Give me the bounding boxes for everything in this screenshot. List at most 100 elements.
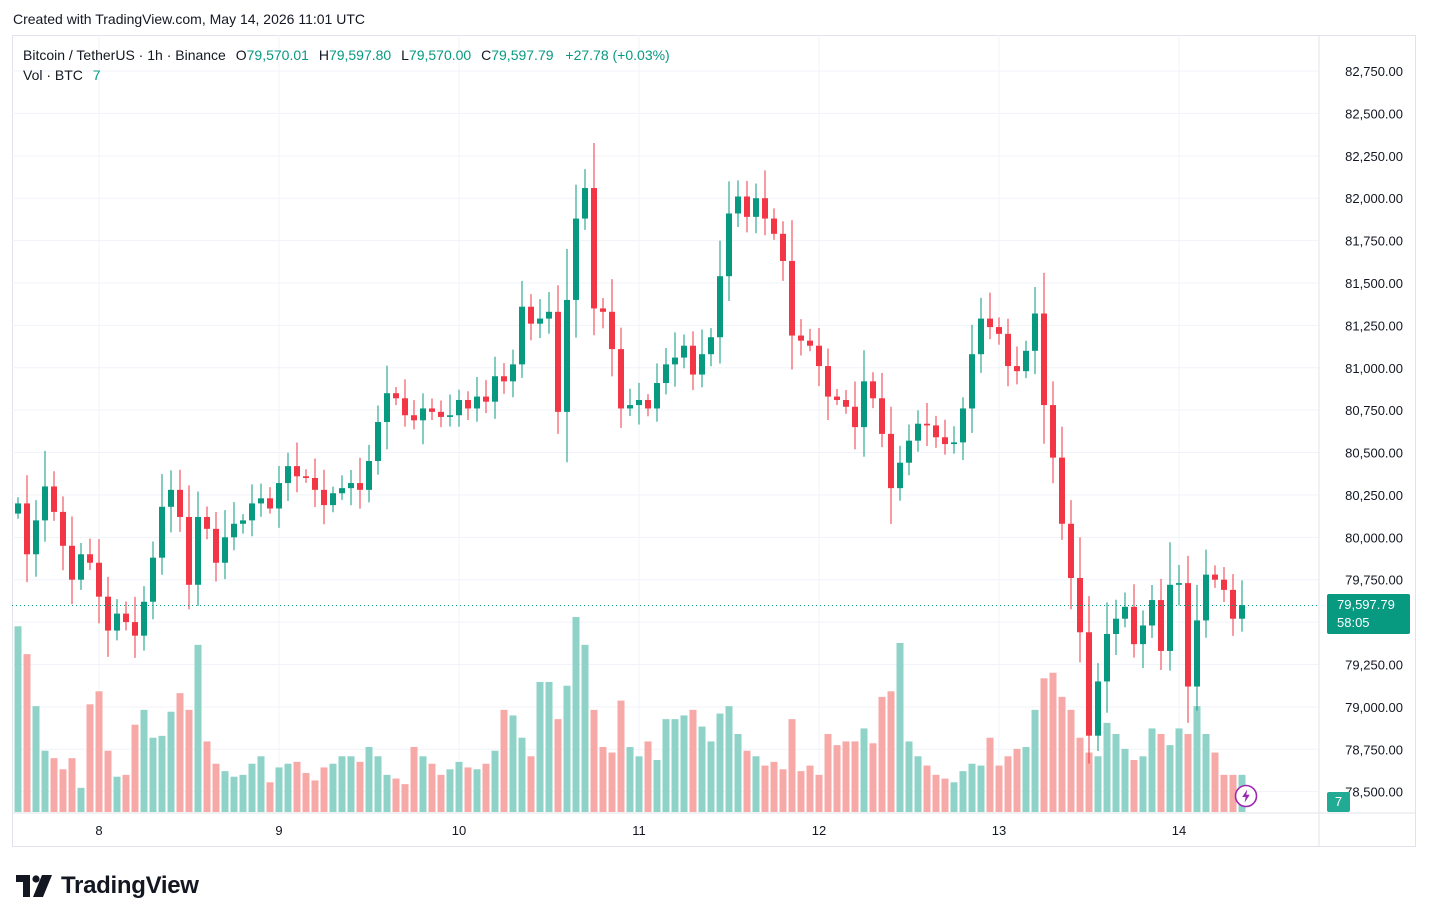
price-tick-label: 81,750.00: [1345, 234, 1403, 249]
price-tick-label: 82,500.00: [1345, 106, 1403, 121]
candle-body: [951, 442, 957, 445]
volume-bar: [329, 763, 337, 812]
volume-bar: [419, 756, 427, 812]
volume-bar: [1004, 756, 1012, 812]
volume-bar: [437, 774, 445, 812]
volume-bar: [734, 734, 742, 812]
candle-body: [762, 198, 768, 219]
candle-body: [816, 345, 822, 367]
candle-body: [1239, 605, 1245, 619]
volume-bar: [725, 706, 733, 812]
volume-bar: [527, 756, 535, 812]
volume-bar: [1175, 728, 1183, 812]
volume-bar: [275, 767, 283, 812]
volume-bar: [41, 750, 49, 812]
candle-body: [384, 393, 390, 423]
candle-body: [357, 483, 363, 490]
volume-bar: [815, 774, 823, 812]
candle-body: [438, 411, 444, 417]
volume-bar: [131, 724, 139, 812]
candle-body: [51, 486, 57, 512]
symbol-title[interactable]: Bitcoin / TetherUS · 1h · Binance: [23, 47, 226, 63]
candle-body: [996, 327, 1002, 334]
candle-body: [141, 601, 147, 636]
candle-body: [1014, 366, 1020, 372]
open-value: 79,570.01: [246, 47, 309, 63]
close-value: 79,597.79: [491, 47, 554, 63]
candle-body: [402, 398, 408, 416]
volume-bar: [392, 778, 400, 812]
volume-bar: [509, 715, 517, 812]
volume-bar: [806, 765, 814, 812]
volume-bar: [1067, 709, 1075, 812]
candle-body: [69, 545, 75, 580]
price-chart[interactable]: 82,750.00 82,500.00 82,250.00 82,000.00 81,7…: [12, 35, 1416, 847]
volume-bar: [536, 682, 544, 812]
volume-bar: [941, 778, 949, 812]
candle-body: [771, 218, 777, 234]
volume-bar: [599, 747, 607, 812]
volume-value: 7: [92, 67, 101, 83]
volume-bar: [212, 763, 220, 812]
candle-body: [150, 557, 156, 602]
volume-bar: [257, 756, 265, 812]
volume-bar: [248, 763, 256, 812]
volume-bar: [626, 747, 634, 812]
volume-bar: [671, 719, 679, 812]
chart-frame: [12, 35, 1416, 847]
volume-bar: [689, 709, 697, 812]
volume-bar: [284, 763, 292, 812]
volume-bar: [1049, 672, 1057, 812]
price-tick-label: 81,000.00: [1345, 361, 1403, 376]
price-tick-label: 79,000.00: [1345, 700, 1403, 715]
volume-bar: [914, 756, 922, 812]
candle-body: [1176, 583, 1182, 585]
volume-bar: [68, 758, 76, 812]
volume-bar: [14, 626, 22, 812]
volume-bar: [986, 737, 994, 812]
candle-body: [735, 196, 741, 214]
change-value: +27.78 (+0.03%): [565, 47, 670, 63]
candle-body: [123, 613, 129, 623]
candle-body: [240, 520, 246, 524]
volume-bar: [905, 741, 913, 812]
price-axis: 82,750.00 82,500.00 82,250.00 82,000.00 81,7…: [1345, 64, 1403, 800]
lightning-icon[interactable]: [1234, 784, 1258, 808]
tradingview-logo[interactable]: TradingView: [16, 872, 199, 900]
candle-body: [591, 188, 597, 309]
volume-bar: [824, 734, 832, 812]
volume-bar: [1076, 737, 1084, 812]
volume-bar: [896, 643, 904, 812]
candle-body: [825, 366, 831, 397]
volume-bar: [221, 771, 229, 812]
volume-bar: [104, 750, 112, 812]
volume-bar: [1085, 752, 1093, 812]
volume-bar: [491, 750, 499, 812]
volume-bar: [320, 767, 328, 812]
low-label: L: [401, 47, 409, 63]
candle-body: [978, 318, 984, 355]
price-tick-label: 81,250.00: [1345, 318, 1403, 333]
volume-bar: [1229, 774, 1237, 812]
volume-bar: [428, 763, 436, 812]
candle-body: [330, 493, 336, 506]
volume-bar: [518, 737, 526, 812]
volume-bar: [1112, 734, 1120, 812]
volume-label[interactable]: Vol · BTC: [23, 67, 83, 83]
volume-bar: [149, 737, 157, 812]
price-tick-label: 80,500.00: [1345, 446, 1403, 461]
time-axis: 8 9 10 11 12 13 14: [95, 823, 1186, 838]
volume-bar: [653, 760, 661, 812]
price-tick-label: 78,750.00: [1345, 742, 1403, 757]
candle-body: [942, 437, 948, 445]
volume-bar: [797, 771, 805, 812]
volume-bar: [770, 761, 778, 812]
volume-bar: [590, 709, 598, 812]
volume-bar: [1193, 706, 1201, 812]
last-price-tag: 79,597.79 58:05: [1327, 594, 1410, 634]
volume-bar: [923, 765, 931, 812]
volume-bar: [1130, 760, 1138, 812]
price-tick-label: 80,250.00: [1345, 488, 1403, 503]
volume-bar: [464, 767, 472, 812]
candle-body: [267, 498, 273, 509]
